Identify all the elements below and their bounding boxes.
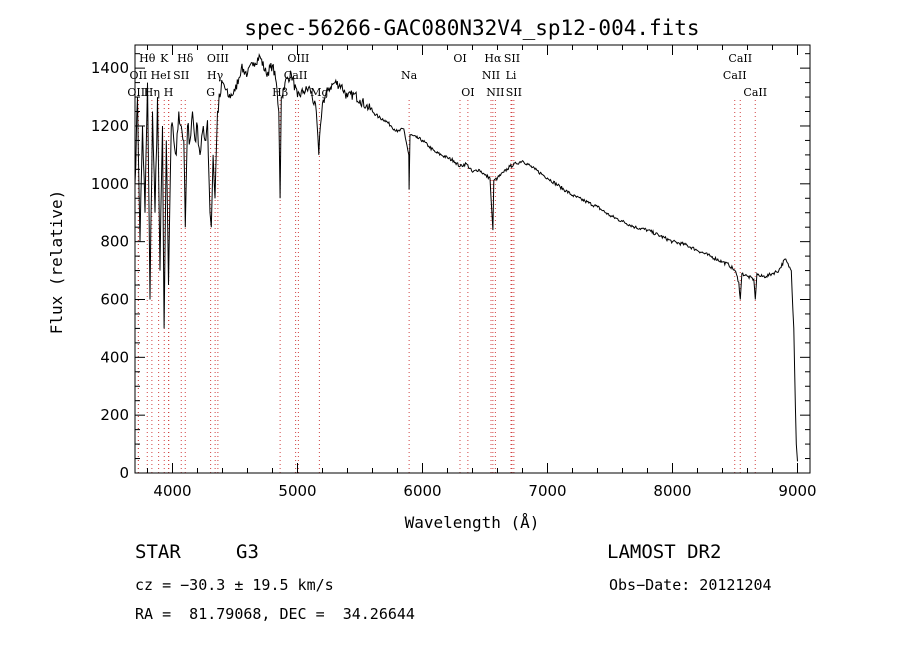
plot-frame bbox=[134, 44, 811, 474]
y-tick-label: 800 bbox=[100, 233, 129, 251]
line-label-25: OI bbox=[461, 86, 474, 99]
line-label-3: OIII bbox=[207, 52, 229, 65]
y-tick-label: 1400 bbox=[91, 59, 129, 77]
x-axis-label: Wavelength (Å) bbox=[405, 513, 540, 532]
x-tick-label: 4000 bbox=[153, 482, 191, 500]
x-tick-label: 9000 bbox=[778, 482, 816, 500]
line-label-27: SII bbox=[506, 86, 522, 99]
x-tick-label: 8000 bbox=[653, 482, 691, 500]
y-tick-label: 1200 bbox=[91, 117, 129, 135]
line-label-26: NII bbox=[486, 86, 504, 99]
line-label-22: G bbox=[206, 86, 215, 99]
x-tick-label: 5000 bbox=[278, 482, 316, 500]
coordinates-readout: RA = 81.79068, DEC = 34.26644 bbox=[135, 605, 415, 623]
line-label-28: CaII bbox=[743, 86, 767, 99]
line-label-8: CaII bbox=[728, 52, 752, 65]
line-label-9: OII bbox=[130, 69, 148, 82]
line-label-19: OIII bbox=[127, 86, 149, 99]
line-label-13: Hγ bbox=[207, 69, 224, 82]
x-tick-label: 6000 bbox=[403, 482, 441, 500]
spectrum-series-line bbox=[134, 52, 798, 462]
line-label-17: Li bbox=[506, 69, 517, 82]
line-label-5: OI bbox=[453, 52, 466, 65]
line-label-4: OIII bbox=[287, 52, 309, 65]
line-label-12: SII bbox=[173, 69, 189, 82]
line-label-11: I bbox=[167, 69, 171, 82]
y-tick-label: 1000 bbox=[91, 175, 129, 193]
line-label-16: NII bbox=[482, 69, 500, 82]
line-label-21: H bbox=[164, 86, 174, 99]
y-tick-label: 400 bbox=[100, 348, 129, 366]
chart-title: spec-56266-GAC080N32V4_sp12-004.fits bbox=[244, 16, 699, 40]
y-tick-label: 200 bbox=[100, 406, 129, 424]
line-label-23: Hβ bbox=[272, 86, 288, 99]
survey-name: LAMOST DR2 bbox=[607, 541, 722, 563]
y-tick-label: 600 bbox=[100, 290, 129, 308]
line-label-14: CaII bbox=[284, 69, 308, 82]
line-label-7: SII bbox=[504, 52, 520, 65]
observation-date: Obs−Date: 20121204 bbox=[609, 576, 772, 594]
series-layer bbox=[134, 52, 798, 462]
velocity-readout: cz = −30.3 ± 19.5 km/s bbox=[135, 576, 334, 594]
object-subclass: G3 bbox=[236, 541, 259, 563]
line-label-20: Hη bbox=[144, 86, 160, 99]
y-axis-label: Flux (relative) bbox=[47, 190, 66, 335]
object-class: STAR bbox=[135, 541, 181, 563]
line-label-10: He bbox=[151, 69, 167, 82]
line-label-18: CaII bbox=[723, 69, 747, 82]
line-label-1: K bbox=[160, 52, 169, 65]
axes: 4000 5000 6000 7000 8000 9000 0 200 400 600 800 100… bbox=[91, 44, 817, 500]
line-label-0: Hθ bbox=[139, 52, 156, 65]
line-label-24: Mg bbox=[310, 86, 328, 99]
x-tick-label: 7000 bbox=[528, 482, 566, 500]
line-label-2: Hδ bbox=[177, 52, 194, 65]
line-label-15: Na bbox=[401, 69, 418, 82]
line-label-6: Hα bbox=[484, 52, 502, 65]
y-tick-label: 0 bbox=[119, 464, 129, 482]
